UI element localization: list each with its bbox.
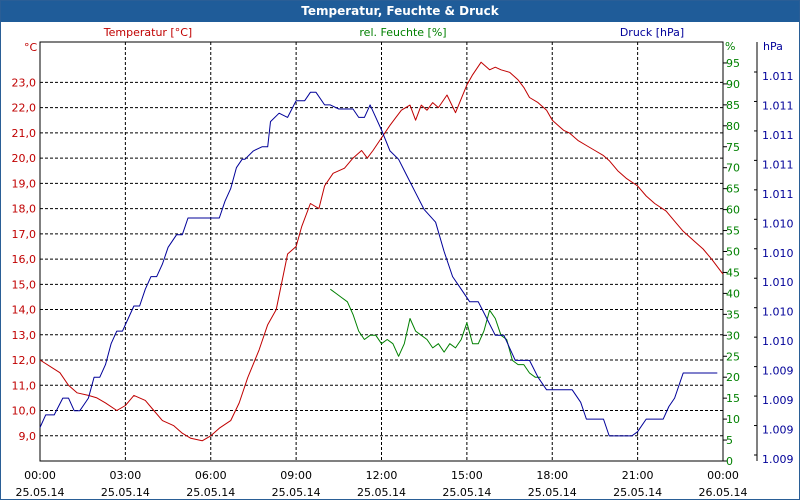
pressure-tick-label: 1.010 [762,217,794,230]
humidity-tick-label: 95 [726,57,740,70]
temp-tick-label: 13,0 [12,329,37,342]
x-tick-time: 12:00 [366,469,398,482]
x-tick-time: 15:00 [451,469,483,482]
temp-unit-label: °C [24,41,38,54]
pressure-line [39,91,718,437]
x-tick-time: 00:00 [707,469,739,482]
tick-layer [723,42,758,462]
temp-tick-label: 23,0 [12,76,37,89]
pressure-tick-label: 1.011 [762,158,794,171]
series-layer [39,61,724,442]
pressure-tick-label: 1.009 [762,424,794,437]
humidity-tick-label: 55 [726,225,740,238]
humidity-tick-label: 0 [726,455,733,468]
humidity-tick-label: 60 [726,204,740,217]
x-tick-time: 21:00 [622,469,654,482]
humidity-unit-label: % [725,40,735,53]
pressure-tick-label: 1.009 [762,394,794,407]
humidity-tick-label: 65 [726,183,740,196]
pressure-tick-label: 1.011 [762,70,794,83]
pressure-tick-label: 1.011 [762,188,794,201]
pressure-tick-label: 1.010 [762,306,794,319]
humidity-tick-label: 85 [726,99,740,112]
chart-title: Temperatur, Feuchte & Druck [1,1,799,22]
x-tick-date: 26.05.14 [699,486,748,499]
humidity-tick-label: 5 [726,434,733,447]
humidity-tick-label: 15 [726,392,740,405]
humidity-tick-label: 30 [726,329,740,342]
x-tick-date: 25.05.14 [528,486,577,499]
humidity-line [330,288,541,378]
humidity-tick-label: 10 [726,413,740,426]
pressure-unit-label: hPa [763,40,783,53]
pressure-tick-label: 1.009 [762,453,794,466]
temp-tick-label: 21,0 [12,127,37,140]
humidity-tick-label: 70 [726,162,740,175]
temp-tick-label: 18,0 [12,203,37,216]
temp-tick-label: 17,0 [12,228,37,241]
temp-tick-label: 15,0 [12,278,37,291]
temp-tick-label: 22,0 [12,102,37,115]
pressure-tick-label: 1.009 [762,365,794,378]
humidity-header: rel. Feuchte [%] [359,26,446,39]
pressure-tick-label: 1.010 [762,335,794,348]
temperature-header: Temperatur [°C] [103,26,192,39]
humidity-tick-label: 20 [726,371,740,384]
x-tick-date: 25.05.14 [357,486,406,499]
grid-layer [39,41,724,462]
humidity-tick-label: 35 [726,308,740,321]
pressure-tick-label: 1.010 [762,276,794,289]
pressure-tick-label: 1.010 [762,247,794,260]
pressure-header: Druck [hPa] [620,26,684,39]
humidity-tick-label: 80 [726,120,740,133]
humidity-tick-label: 50 [726,246,740,259]
humidity-tick-label: 90 [726,78,740,91]
temp-tick-label: 12,0 [12,354,37,367]
pressure-tick-label: 1.011 [762,99,794,112]
humidity-tick-label: 45 [726,266,740,279]
x-tick-date: 25.05.14 [442,486,491,499]
x-tick-date: 25.05.14 [613,486,662,499]
humidity-tick-label: 75 [726,141,740,154]
temperature-line [39,61,724,442]
x-tick-time: 03:00 [110,469,142,482]
temp-tick-label: 10,0 [12,405,37,418]
x-tick-date: 25.05.14 [186,486,235,499]
pressure-tick-label: 1.011 [762,129,794,142]
temp-tick-label: 9,0 [19,430,37,443]
x-tick-time: 18:00 [536,469,568,482]
temp-tick-label: 19,0 [12,177,37,190]
x-tick-date: 25.05.14 [101,486,150,499]
x-tick-time: 00:00 [24,469,56,482]
temp-tick-label: 14,0 [12,304,37,317]
x-tick-time: 09:00 [280,469,312,482]
humidity-tick-label: 40 [726,287,740,300]
temp-tick-label: 16,0 [12,253,37,266]
temp-tick-label: 11,0 [12,379,37,392]
x-tick-time: 06:00 [195,469,227,482]
label-layer: 00:00 25.05.14 03:00 25.05.14 06:00 25.05.14 0… [12,26,794,499]
temp-tick-label: 20,0 [12,152,37,165]
x-tick-date: 25.05.14 [16,486,65,499]
x-tick-date: 25.05.14 [272,486,321,499]
humidity-tick-label: 25 [726,350,740,363]
